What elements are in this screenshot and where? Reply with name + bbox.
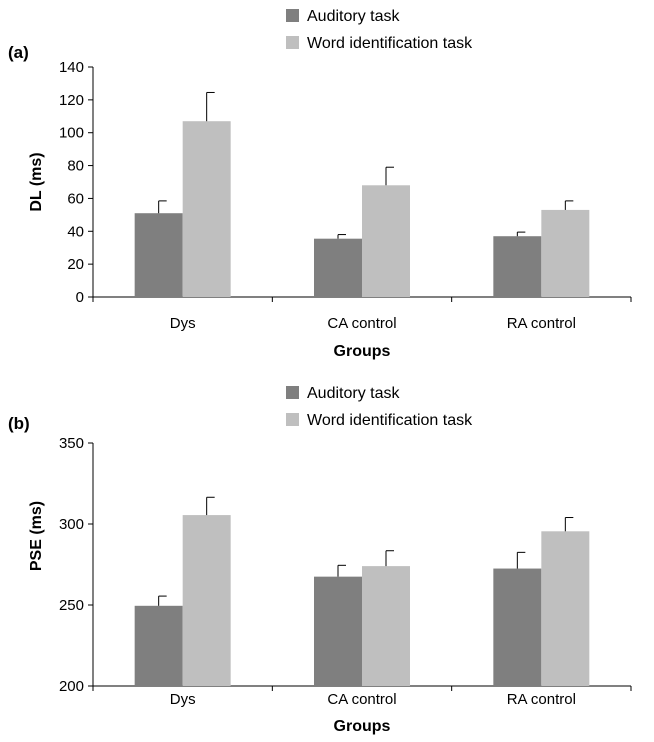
y-tick-label-a: 80 — [67, 158, 84, 175]
y-tick-label-a: 140 — [59, 59, 84, 76]
y-tick-label-b: 300 — [59, 516, 84, 533]
x-axis-title-a: Groups — [334, 343, 391, 360]
bar-word-b — [541, 531, 590, 686]
legend-swatch-auditory-a — [286, 9, 299, 22]
y-tick-label-b: 350 — [59, 435, 84, 452]
bar-auditory-a — [134, 213, 183, 297]
panel-label-a: (a) — [8, 43, 29, 62]
y-tick-label-a: 0 — [76, 289, 84, 306]
plot-area-b: 200 250 300 350 Dys CA control RA control — [59, 435, 632, 708]
bar-auditory-a — [314, 238, 362, 297]
legend-swatch-auditory-b — [286, 386, 299, 399]
x-tick-label-b: CA control — [327, 691, 396, 708]
y-tick-label-a: 40 — [67, 223, 84, 240]
bar-word-a — [541, 209, 590, 297]
x-tick-label-b: RA control — [507, 691, 576, 708]
legend-label-auditory-a: Auditory task — [307, 8, 400, 25]
bar-auditory-b — [134, 605, 183, 686]
y-tick-label-b: 250 — [59, 597, 84, 614]
y-tick-label-a: 100 — [59, 125, 84, 142]
x-tick-label-a: CA control — [327, 315, 396, 332]
bar-word-a — [182, 121, 231, 297]
bar-auditory-b — [314, 576, 362, 686]
panel-label-b: (b) — [8, 414, 30, 433]
legend-swatch-word-a — [286, 36, 299, 49]
x-tick-label-a: RA control — [507, 315, 576, 332]
y-axis-title-a: DL (ms) — [28, 152, 45, 211]
y-tick-label-a: 120 — [59, 92, 84, 109]
legend-swatch-word-b — [286, 413, 299, 426]
legend-label-word-a: Word identification task — [307, 35, 473, 52]
y-tick-label-b: 200 — [59, 678, 84, 695]
bar-auditory-b — [493, 568, 542, 686]
bar-word-b — [182, 515, 231, 686]
legend-b: Auditory task Word identification task — [286, 385, 473, 429]
x-tick-label-a: Dys — [170, 315, 196, 332]
y-tick-label-a: 60 — [67, 190, 84, 207]
plot-area-a: 0 20 40 60 80 100 120 140 Dys CA control RA contro… — [59, 59, 632, 332]
bar-auditory-a — [493, 236, 542, 297]
bar-word-a — [362, 185, 410, 297]
chart-panel-a: (a) Auditory task Word identification ta… — [8, 8, 632, 360]
chart-panel-b: (b) Auditory task Word identification ta… — [8, 385, 632, 735]
legend-label-word-b: Word identification task — [307, 412, 473, 429]
y-tick-label-a: 20 — [67, 256, 84, 273]
x-axis-title-b: Groups — [334, 718, 391, 735]
y-axis-title-b: PSE (ms) — [28, 501, 45, 571]
x-tick-label-b: Dys — [170, 691, 196, 708]
legend-label-auditory-b: Auditory task — [307, 385, 400, 402]
bar-word-b — [362, 566, 410, 686]
legend-a: Auditory task Word identification task — [286, 8, 473, 52]
